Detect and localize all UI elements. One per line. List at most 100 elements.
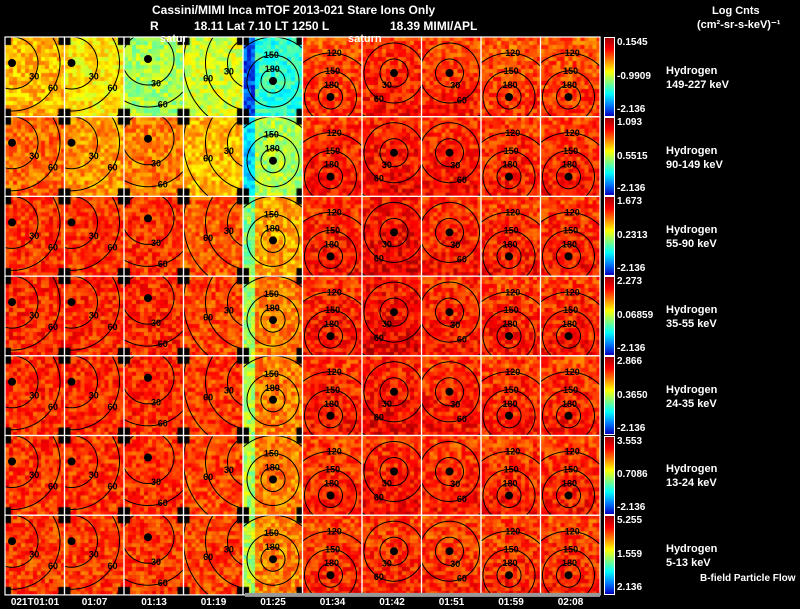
contour-label: 60	[48, 83, 58, 93]
contour-line	[482, 389, 536, 436]
saturn-direction-marker	[326, 252, 335, 261]
saturn-direction-marker	[67, 298, 76, 307]
contour-label: 180	[502, 479, 517, 489]
contour-label: 120	[327, 128, 342, 138]
contour-label: 30	[224, 306, 234, 316]
contour-line	[227, 516, 244, 566]
saturn-direction-marker	[8, 377, 16, 386]
panel-border	[420, 275, 482, 357]
row-label: Hydrogen 149-227 keV	[666, 64, 729, 92]
contour-label: 30	[382, 319, 392, 329]
colorbar-min: -2.136	[617, 103, 646, 115]
saturn-direction-marker	[269, 236, 277, 245]
colorbar	[604, 196, 615, 277]
contour-label: 30	[382, 240, 392, 250]
contour-label: 150	[325, 146, 340, 156]
contour-line	[496, 164, 522, 190]
contour-line	[435, 536, 464, 566]
contour-line	[116, 348, 124, 356]
contour-label: 150	[563, 146, 578, 156]
panel-border	[182, 116, 244, 197]
colorbar-max: 3.553	[617, 435, 643, 447]
contour-label: 180	[265, 223, 280, 233]
contour-line	[496, 84, 522, 110]
contour-line	[304, 70, 357, 117]
contour-label: 120	[565, 128, 580, 138]
energy-range: 24-35 keV	[666, 397, 717, 410]
colorbar	[604, 515, 615, 595]
contour-label: 120	[505, 128, 520, 138]
panel-border	[182, 36, 244, 118]
colorbar-mid: 0.7086	[617, 469, 648, 481]
row-label: Hydrogen 55-90 keV	[666, 223, 717, 251]
panel-border	[182, 434, 244, 516]
colorbar	[604, 355, 615, 436]
contour-line	[540, 132, 600, 146]
contour-label: 30	[224, 146, 234, 156]
contour-label: 150	[504, 146, 519, 156]
contour-line	[123, 196, 175, 245]
saturn-direction-marker	[144, 533, 152, 542]
contour-label: 150	[264, 289, 279, 299]
contour-label: 60	[158, 100, 168, 110]
saturn-direction-marker	[326, 411, 335, 420]
panel-border	[420, 36, 482, 118]
contour-line	[243, 195, 303, 277]
panel-border	[242, 275, 304, 357]
contour-label: 30	[29, 311, 39, 321]
contour-label: 150	[563, 226, 578, 236]
contour-line	[123, 116, 175, 166]
contour-line	[205, 197, 243, 270]
contour-label: 30	[151, 238, 161, 248]
panel-contours: 180 150 120	[302, 128, 362, 197]
colorbar-max: 2.273	[617, 276, 643, 288]
contour-line	[363, 122, 422, 184]
contour-line	[116, 428, 124, 436]
contour-label: 150	[504, 385, 519, 395]
saturn-direction-marker	[445, 387, 454, 396]
contour-line	[5, 276, 61, 351]
contour-line	[227, 38, 244, 88]
saturn-direction-marker	[326, 93, 335, 101]
contour-label: 180	[562, 399, 577, 409]
saturn-direction-marker	[564, 411, 573, 420]
contour-label: 30	[224, 226, 234, 236]
saturn-direction-marker	[8, 457, 16, 466]
contour-line	[123, 355, 175, 405]
panel-contours: 180 150 120	[480, 287, 541, 356]
contour-line	[246, 293, 300, 347]
contour-line	[205, 37, 243, 111]
contour-label: 60	[203, 392, 213, 402]
saturn-direction-marker	[144, 55, 152, 63]
saturn-direction-marker	[8, 537, 16, 546]
energy-range: 55-90 keV	[666, 238, 717, 251]
contour-line	[542, 309, 595, 356]
contour-label: 60	[203, 313, 213, 323]
contour-label: 180	[502, 399, 517, 409]
contour-label: 180	[265, 463, 280, 473]
colorbar-max: 5.255	[617, 515, 643, 527]
contour-label: 60	[48, 402, 58, 412]
energy-range: 5-13 keV	[666, 557, 711, 570]
saturn-direction-marker	[269, 77, 277, 85]
saturn-direction-marker	[564, 491, 573, 500]
energy-range: 90-149 keV	[666, 158, 723, 171]
contour-line	[246, 54, 300, 108]
contour-label: 150	[563, 305, 578, 315]
panel-contours: 180 150 120	[302, 526, 362, 595]
contour-label: 120	[565, 287, 580, 297]
contour-label: 180	[502, 319, 517, 329]
contour-line	[183, 197, 209, 276]
contour-label: 180	[324, 160, 339, 170]
colorbar-max: 0.1545	[617, 37, 648, 48]
contour-label: 60	[203, 233, 213, 243]
contour-line	[123, 91, 184, 108]
